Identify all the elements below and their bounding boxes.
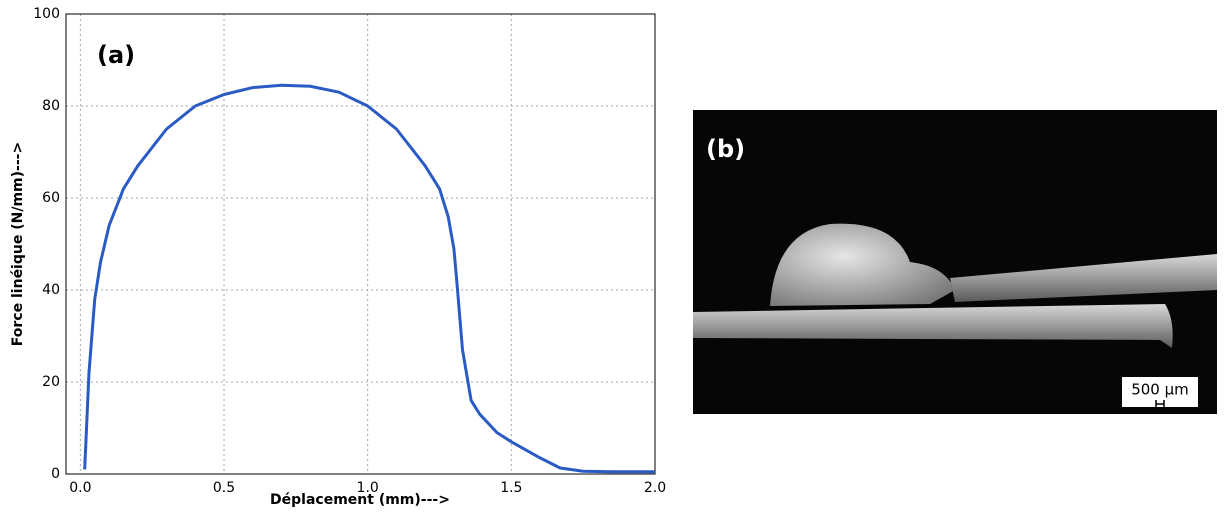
x-tick-label: 0.5: [213, 480, 235, 496]
plot-frame: [65, 13, 656, 475]
x-tick-label: 0.0: [69, 480, 91, 496]
y-tick-label: 20: [42, 374, 60, 390]
scale-bar-label: 500 µm: [1131, 381, 1189, 399]
x-tick-label: 1.5: [500, 480, 522, 496]
scale-bar: [1155, 400, 1165, 408]
plot: 0 20 40 60 80 100 0.0 0.5 1.0 1.5 2.0: [33, 6, 666, 496]
lower-sheet: [693, 304, 1173, 348]
y-tick-label: 100: [33, 6, 60, 22]
panel-label: (a): [97, 41, 135, 69]
y-tick-label: 40: [42, 282, 60, 298]
y-tick-label: 60: [42, 190, 60, 206]
data-line: [83, 83, 655, 474]
photo: (b) 500 µm: [693, 110, 1217, 414]
weld-nugget: [770, 223, 955, 306]
y-tick-label: 0: [51, 466, 60, 482]
upper-sheet: [950, 254, 1217, 302]
x-tick-label: 2.0: [644, 480, 666, 496]
x-tick-label: 1.0: [357, 480, 379, 496]
y-tick-label: 80: [42, 98, 60, 114]
y-axis-label: Force linéique (N/mm)--->: [10, 142, 26, 346]
panel-label: (b): [706, 135, 745, 163]
x-axis-label: Déplacement (mm)--->: [270, 492, 450, 508]
scale-bar-box: [1122, 377, 1198, 407]
